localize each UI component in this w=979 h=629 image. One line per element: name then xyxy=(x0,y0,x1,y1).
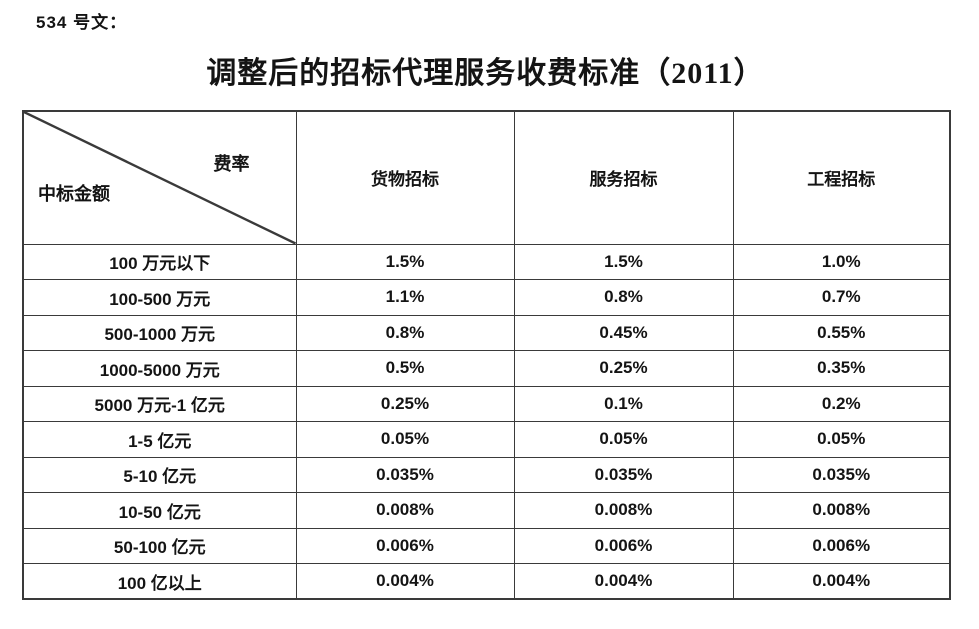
fee-value-cell: 0.05% xyxy=(513,421,734,458)
row-label: 1-5 亿元 xyxy=(22,421,297,458)
table-row: 5-10 亿元 0.035% 0.035% 0.035% xyxy=(22,456,951,493)
row-label: 100 万元以下 xyxy=(22,243,297,280)
diagonal-line xyxy=(24,112,295,243)
fee-value-cell: 0.004% xyxy=(732,563,951,600)
row-label: 1000-5000 万元 xyxy=(22,350,297,387)
fee-value-cell: 0.7% xyxy=(732,279,951,316)
fee-value-cell: 0.35% xyxy=(732,350,951,387)
fee-value-cell: 0.008% xyxy=(732,492,951,529)
table-header-row: 费率 中标金额 货物招标 服务招标 工程招标 xyxy=(22,110,951,245)
row-label: 100-500 万元 xyxy=(22,279,297,316)
fee-value-cell: 0.5% xyxy=(295,350,515,387)
fee-value-cell: 0.006% xyxy=(513,527,734,564)
row-label: 10-50 亿元 xyxy=(22,492,297,529)
fee-value-cell: 0.008% xyxy=(513,492,734,529)
fee-value-cell: 0.8% xyxy=(295,314,515,351)
fee-value-cell: 0.004% xyxy=(513,563,734,600)
fee-value-cell: 0.25% xyxy=(295,385,515,422)
doc-number-label: 534 号文： xyxy=(36,13,128,32)
fee-value-cell: 1.1% xyxy=(295,279,515,316)
fee-value-cell: 1.5% xyxy=(513,243,734,280)
fee-value-cell: 0.008% xyxy=(295,492,515,529)
table-row: 100-500 万元 1.1% 0.8% 0.7% xyxy=(22,279,951,316)
fee-value-cell: 0.2% xyxy=(732,385,951,422)
table-row: 500-1000 万元 0.8% 0.45% 0.55% xyxy=(22,314,951,351)
table-row: 1-5 亿元 0.05% 0.05% 0.05% xyxy=(22,421,951,458)
row-label: 5-10 亿元 xyxy=(22,456,297,493)
table-row: 1000-5000 万元 0.5% 0.25% 0.35% xyxy=(22,350,951,387)
fee-value-cell: 0.8% xyxy=(513,279,734,316)
fee-value-cell: 0.25% xyxy=(513,350,734,387)
fee-value-cell: 1.0% xyxy=(732,243,951,280)
table-row: 5000 万元-1 亿元 0.25% 0.1% 0.2% xyxy=(22,385,951,422)
fee-value-cell: 0.55% xyxy=(732,314,951,351)
fee-value-cell: 0.035% xyxy=(513,456,734,493)
column-header-goods: 货物招标 xyxy=(295,110,515,245)
fee-value-cell: 0.05% xyxy=(295,421,515,458)
amount-axis-label: 中标金额 xyxy=(38,184,110,204)
fee-value-cell: 0.035% xyxy=(732,456,951,493)
rate-axis-label: 费率 xyxy=(213,154,250,174)
row-label: 50-100 亿元 xyxy=(22,527,297,564)
fee-value-cell: 0.035% xyxy=(295,456,515,493)
fee-value-cell: 0.45% xyxy=(513,314,734,351)
row-label: 500-1000 万元 xyxy=(22,314,297,351)
fee-value-cell: 0.05% xyxy=(732,421,951,458)
fee-value-cell: 0.004% xyxy=(295,563,515,600)
table-row: 100 万元以下 1.5% 1.5% 1.0% xyxy=(22,243,951,280)
table-row: 100 亿以上 0.004% 0.004% 0.004% xyxy=(22,563,951,600)
fee-value-cell: 0.1% xyxy=(513,385,734,422)
fee-value-cell: 0.006% xyxy=(732,527,951,564)
fee-standard-table: 费率 中标金额 货物招标 服务招标 工程招标 100 万元以下 1.5% 1.5… xyxy=(22,110,951,600)
row-label: 5000 万元-1 亿元 xyxy=(22,385,297,422)
row-label: 100 亿以上 xyxy=(22,563,297,600)
column-header-engineering: 工程招标 xyxy=(732,110,951,245)
diagonal-corner-cell: 费率 中标金额 xyxy=(22,110,297,245)
table-row: 10-50 亿元 0.008% 0.008% 0.008% xyxy=(22,492,951,529)
column-header-services: 服务招标 xyxy=(513,110,734,245)
table-row: 50-100 亿元 0.006% 0.006% 0.006% xyxy=(22,527,951,564)
fee-value-cell: 1.5% xyxy=(295,243,515,280)
fee-value-cell: 0.006% xyxy=(295,527,515,564)
page-title: 调整后的招标代理服务收费标准（2011） xyxy=(206,57,765,90)
